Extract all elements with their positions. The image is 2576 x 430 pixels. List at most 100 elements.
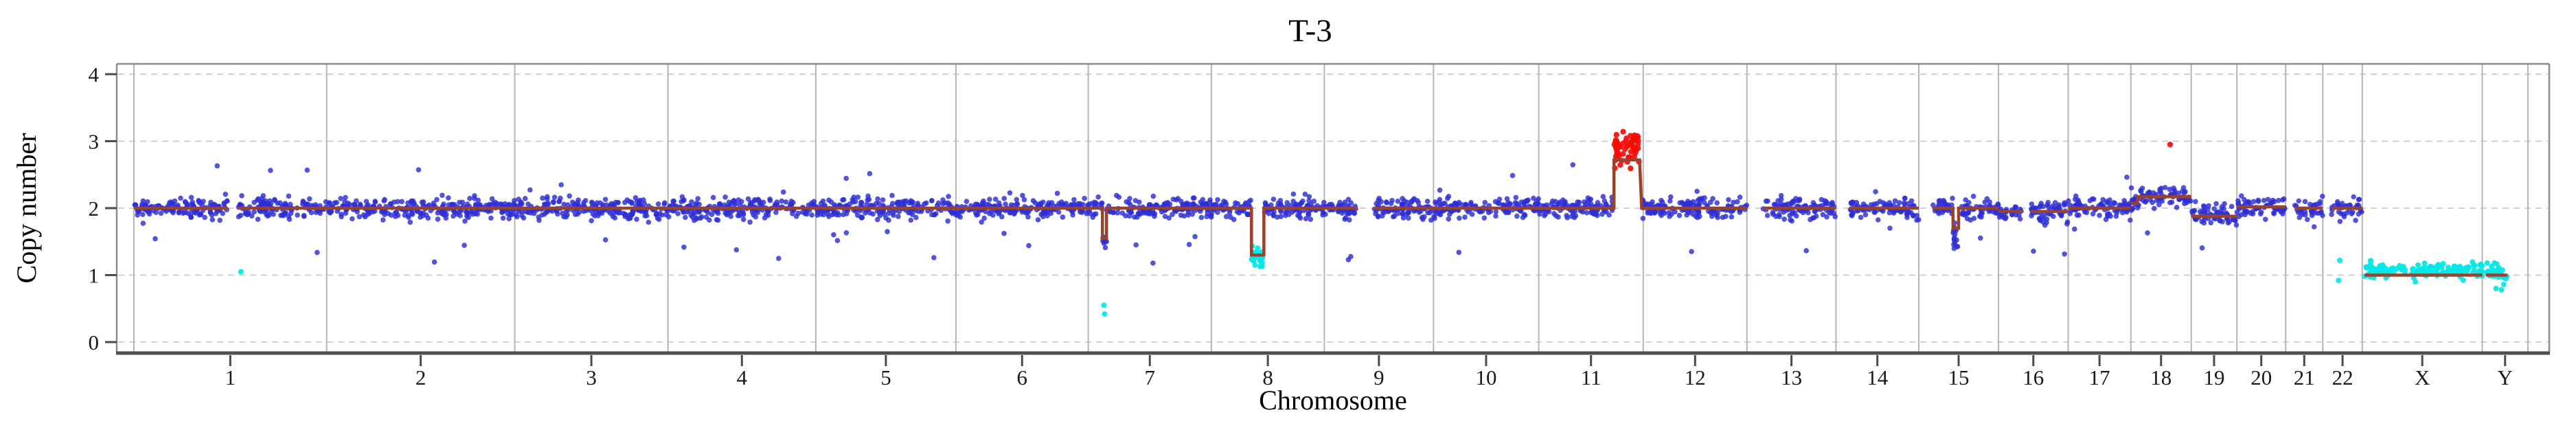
segment-mean-line	[2130, 195, 2191, 205]
data-point	[1606, 212, 1612, 218]
data-point	[245, 211, 251, 217]
data-point	[1699, 196, 1705, 201]
data-point	[1437, 196, 1443, 203]
data-point	[1523, 199, 1528, 205]
data-point	[1395, 199, 1401, 204]
data-point	[1270, 196, 1277, 202]
x-tick-label: 1	[225, 365, 236, 389]
data-point	[1128, 210, 1135, 216]
data-point	[1200, 196, 1206, 203]
data-point	[755, 196, 761, 203]
data-point	[2206, 203, 2211, 209]
data-point	[875, 196, 880, 202]
data-point	[1914, 217, 1919, 223]
data-point	[2463, 265, 2469, 271]
data-point	[855, 194, 861, 200]
data-point	[615, 200, 621, 205]
data-point	[1419, 214, 1425, 220]
data-point	[1290, 191, 1297, 197]
data-point	[2305, 216, 2310, 223]
data-point	[188, 194, 194, 201]
data-point	[666, 214, 672, 220]
data-point	[304, 167, 310, 173]
data-point	[1635, 137, 1641, 144]
data-point	[1021, 196, 1027, 203]
data-point	[632, 195, 639, 201]
data-point	[1251, 257, 1256, 263]
data-point	[1694, 188, 1700, 194]
data-point	[1659, 198, 1664, 203]
axis-ticks	[105, 73, 2507, 366]
data-point	[1298, 200, 1304, 206]
data-point	[1311, 199, 1317, 204]
data-point	[558, 182, 564, 188]
data-point	[913, 214, 919, 220]
data-point	[1020, 192, 1025, 199]
data-point	[2193, 199, 2198, 205]
data-point	[1186, 242, 1192, 247]
data-point	[1224, 214, 1229, 220]
data-point	[1007, 190, 1013, 196]
data-point	[964, 199, 970, 205]
data-point	[2066, 198, 2071, 204]
data-point	[1676, 212, 1683, 218]
x-tick-label: 14	[1867, 365, 1889, 389]
data-point	[2492, 260, 2498, 266]
data-point	[1714, 200, 1720, 206]
data-point	[602, 196, 608, 203]
data-point	[2375, 266, 2381, 272]
data-point	[1628, 141, 1635, 148]
data-point	[1710, 196, 1716, 202]
data-point	[1174, 197, 1179, 203]
data-point	[1456, 249, 1462, 256]
segment-mean-line	[1538, 158, 1643, 210]
data-point	[2336, 278, 2342, 284]
data-point	[783, 199, 789, 205]
data-point	[826, 214, 832, 219]
data-point	[722, 194, 728, 200]
y-tick-label: 3	[89, 130, 100, 154]
data-point	[2182, 189, 2188, 194]
data-point	[1620, 128, 1626, 135]
data-point	[545, 196, 550, 202]
data-point	[1661, 209, 1666, 214]
data-point	[979, 219, 984, 225]
data-point	[751, 212, 756, 218]
data-point	[2067, 211, 2073, 216]
data-point	[2036, 204, 2042, 210]
data-point	[393, 210, 398, 216]
y-tick-label: 0	[89, 330, 100, 354]
data-point	[1302, 191, 1308, 197]
data-point	[2261, 198, 2267, 203]
data-point	[922, 201, 927, 207]
data-point	[1248, 197, 1253, 203]
data-point	[655, 201, 661, 207]
data-point	[2276, 198, 2281, 203]
data-point	[2017, 216, 2023, 222]
data-point	[724, 210, 730, 216]
data-point	[1887, 225, 1893, 231]
data-point	[2250, 199, 2257, 205]
data-point	[1570, 162, 1576, 168]
data-point	[1099, 201, 1105, 206]
data-point	[215, 208, 220, 214]
data-point	[301, 199, 306, 205]
data-point	[1628, 148, 1634, 155]
data-point	[217, 217, 223, 223]
data-point	[780, 189, 786, 195]
data-point	[2440, 261, 2446, 267]
data-point	[2217, 217, 2222, 223]
data-point	[365, 202, 371, 208]
data-point	[1493, 209, 1499, 215]
data-point	[372, 208, 378, 214]
data-point	[172, 198, 178, 204]
data-point	[339, 212, 344, 217]
data-point	[1600, 194, 1606, 200]
data-point	[406, 214, 411, 220]
data-point	[133, 202, 138, 208]
data-point	[472, 193, 477, 199]
data-point	[740, 216, 746, 223]
data-point	[420, 213, 426, 218]
data-point	[1306, 194, 1312, 200]
